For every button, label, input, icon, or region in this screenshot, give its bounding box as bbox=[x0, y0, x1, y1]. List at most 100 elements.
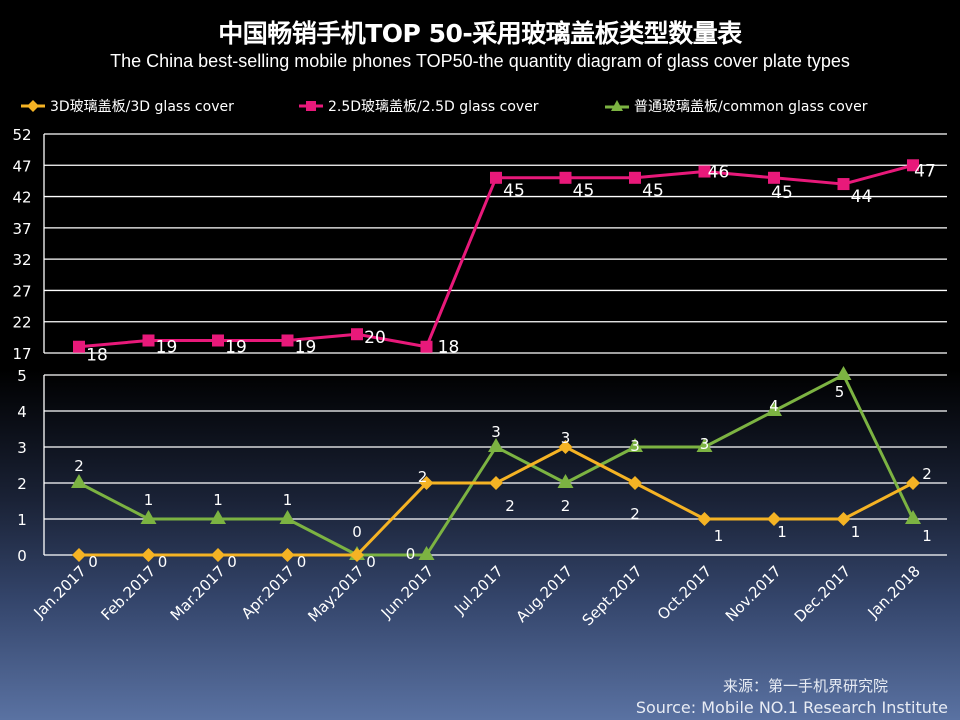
data-label: 2 bbox=[418, 468, 428, 486]
data-point-diamond bbox=[558, 440, 573, 454]
source-cn: 来源：第一手机界研究院 bbox=[722, 677, 888, 695]
data-label: 0 bbox=[227, 553, 237, 571]
data-label: 3 bbox=[491, 423, 501, 441]
x-tick-label: Aug.2017 bbox=[513, 562, 577, 626]
legend-item-2-5d[interactable]: 2.5D玻璃盖板/2.5D glass cover bbox=[298, 96, 539, 116]
data-label: 47 bbox=[914, 161, 936, 181]
source-en: Source: Mobile NO.1 Research Institute bbox=[635, 698, 948, 717]
data-point-square bbox=[837, 178, 850, 191]
data-point-square bbox=[212, 334, 224, 347]
data-point-triangle bbox=[210, 510, 226, 524]
data-point-diamond bbox=[767, 512, 781, 526]
upper-y-tick-label: 27 bbox=[12, 282, 31, 300]
data-label: 1 bbox=[714, 527, 724, 545]
upper-y-tick-label: 22 bbox=[12, 314, 31, 332]
data-point-triangle bbox=[140, 510, 157, 524]
data-point-square bbox=[351, 328, 363, 341]
legend-label-3d: 3D玻璃盖板/3D glass cover bbox=[50, 99, 234, 115]
series-square: 18 19 19 19 20 18 45 45 45 46 45 44 47 bbox=[73, 159, 936, 366]
lower-y-tick-label: 3 bbox=[17, 439, 27, 457]
x-tick-label: Jun.2017 bbox=[377, 562, 437, 622]
chart-subtitle: The China best-selling mobile phones TOP… bbox=[110, 51, 850, 71]
x-tick-label: Oct.2017 bbox=[654, 562, 715, 623]
x-tick-label: Jul.2017 bbox=[450, 562, 507, 619]
data-label: 0 bbox=[366, 553, 376, 571]
upper-grid: 52 47 42 37 32 27 22 17 bbox=[12, 126, 947, 363]
x-tick-label: Jan.2018 bbox=[864, 562, 924, 622]
data-point-square bbox=[559, 171, 572, 184]
data-label: 0 bbox=[88, 553, 98, 571]
data-point-square bbox=[281, 334, 294, 347]
data-point-triangle bbox=[418, 546, 435, 560]
data-label: 2 bbox=[505, 497, 515, 515]
series-triangle: 2 1 1 1 0 0 3 2 3 3 4 5 1 bbox=[71, 366, 932, 563]
upper-y-tick-label: 47 bbox=[12, 157, 31, 175]
x-tick-label: May.2017 bbox=[304, 562, 368, 626]
data-point-triangle bbox=[766, 402, 782, 416]
data-label: 2 bbox=[630, 505, 640, 523]
upper-y-tick-label: 42 bbox=[12, 189, 31, 207]
x-tick-label: Dec.2017 bbox=[791, 562, 855, 626]
legend-item-3d[interactable]: 3D玻璃盖板/3D glass cover bbox=[20, 96, 234, 116]
data-point-diamond bbox=[836, 512, 851, 526]
lower-y-tick-label: 0 bbox=[17, 547, 27, 565]
data-point-square bbox=[73, 340, 85, 353]
data-label: 19 bbox=[225, 337, 247, 357]
data-label: 19 bbox=[295, 337, 317, 357]
data-label: 3 bbox=[630, 437, 640, 455]
upper-y-tick-label: 32 bbox=[12, 251, 31, 269]
data-label: 1 bbox=[851, 523, 861, 541]
x-tick-label: Jan.2017 bbox=[30, 562, 90, 622]
data-point-square bbox=[768, 171, 780, 184]
data-label: 0 bbox=[297, 553, 307, 571]
diamond-marker-icon bbox=[21, 100, 45, 112]
data-point-diamond bbox=[906, 476, 920, 490]
data-point-square bbox=[420, 340, 433, 353]
x-tick-label: Sept.2017 bbox=[579, 562, 646, 629]
data-label: 1 bbox=[777, 523, 787, 541]
lower-y-tick-label: 2 bbox=[17, 475, 27, 493]
data-label: 1 bbox=[922, 527, 932, 545]
data-label: 19 bbox=[156, 337, 178, 357]
data-point-diamond bbox=[350, 548, 364, 562]
data-label: 2 bbox=[74, 457, 84, 475]
data-label: 5 bbox=[835, 383, 845, 401]
data-point-diamond bbox=[72, 548, 86, 562]
data-point-diamond bbox=[141, 548, 156, 562]
chart-title: 中国畅销手机TOP 50-采用玻璃盖板类型数量表 bbox=[218, 19, 742, 48]
data-label: 18 bbox=[86, 346, 108, 366]
data-label: 45 bbox=[503, 181, 525, 201]
legend-label-2-5d: 2.5D玻璃盖板/2.5D glass cover bbox=[328, 99, 539, 115]
upper-y-tick-label: 17 bbox=[12, 345, 31, 363]
data-label: 45 bbox=[642, 181, 664, 201]
data-label: 2 bbox=[561, 497, 571, 515]
data-label: 4 bbox=[769, 397, 779, 415]
legend-label-common: 普通玻璃盖板/common glass cover bbox=[634, 99, 868, 115]
data-point-square bbox=[490, 171, 502, 184]
data-label: 45 bbox=[573, 181, 595, 201]
data-label: 3 bbox=[561, 429, 571, 447]
x-tick-label: Apr.2017 bbox=[238, 562, 298, 622]
data-label: 45 bbox=[771, 183, 793, 203]
x-tick-label: Mar.2017 bbox=[167, 562, 229, 624]
upper-y-tick-label: 37 bbox=[12, 220, 31, 238]
square-marker-icon bbox=[299, 101, 323, 111]
x-tick-label: Nov.2017 bbox=[722, 562, 785, 625]
data-point-diamond bbox=[280, 548, 295, 562]
legend-item-common[interactable]: 普通玻璃盖板/common glass cover bbox=[604, 96, 867, 116]
source-note: 来源：第一手机界研究院 Source: Mobile NO.1 Research… bbox=[636, 675, 948, 717]
data-point-diamond bbox=[697, 512, 712, 526]
data-point-triangle bbox=[905, 510, 921, 524]
series-line bbox=[78, 373, 915, 557]
data-point-triangle bbox=[696, 438, 713, 452]
lower-y-tick-label: 5 bbox=[17, 367, 27, 385]
data-label: 1 bbox=[213, 491, 223, 509]
data-point-triangle bbox=[71, 474, 87, 488]
triangle-marker-icon bbox=[605, 100, 629, 111]
data-label: 1 bbox=[283, 491, 293, 509]
x-axis-labels: Jan.2017 Feb.2017 Mar.2017 Apr.2017 May.2017… bbox=[30, 562, 924, 629]
data-point-triangle bbox=[835, 366, 852, 380]
